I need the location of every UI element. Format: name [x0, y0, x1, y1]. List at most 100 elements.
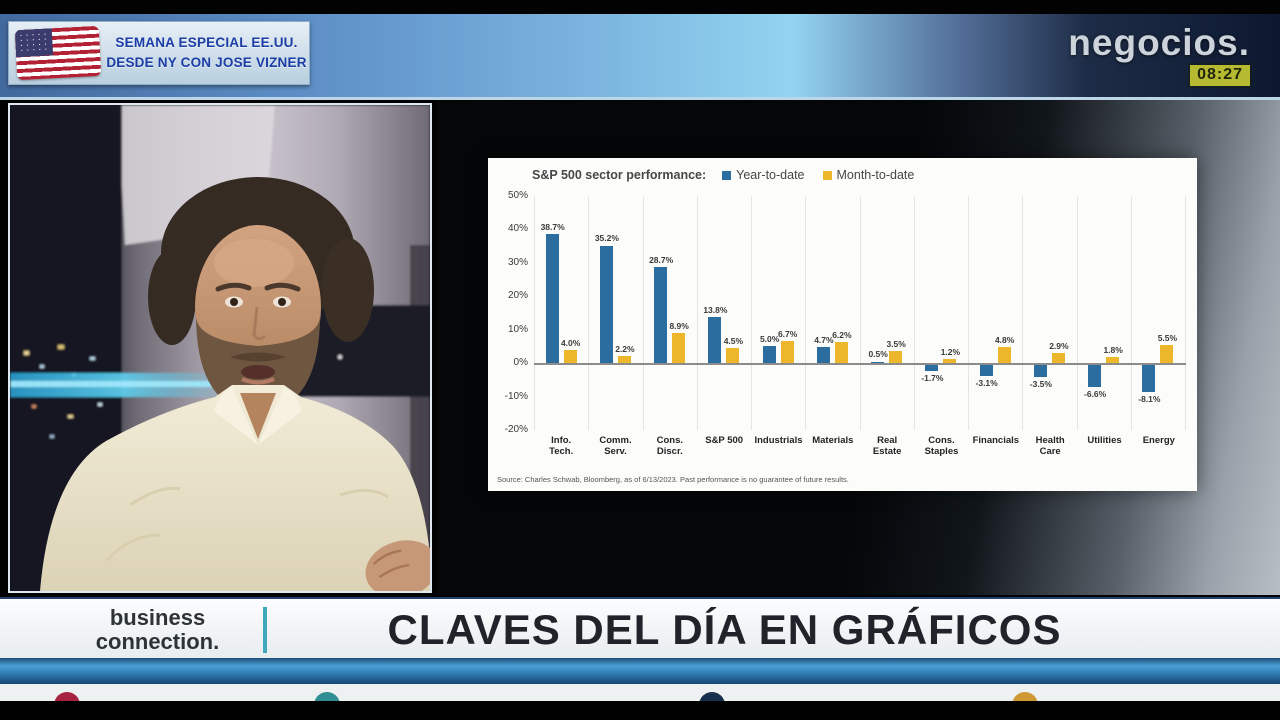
value-label: 5.5% [1157, 332, 1178, 343]
ytd-bar [1033, 365, 1047, 377]
value-label: -6.6% [1084, 389, 1107, 400]
ytick-label: 10% [507, 323, 528, 335]
ytd-bar [925, 365, 939, 371]
mtd-bar [617, 355, 631, 364]
mtd-bar [997, 347, 1011, 364]
ticker-dot-icon [1012, 692, 1038, 701]
value-label: 2.2% [615, 343, 635, 354]
value-label: 8.9% [669, 321, 689, 332]
ticker-dot-icon [54, 692, 80, 701]
ytd-bar [816, 347, 830, 364]
legend-item: Year-to-date [722, 168, 805, 182]
y-axis: 50% 40% 30% 20% 10% 0% -10% -20% [492, 158, 528, 491]
chart-header: S&P 500 sector performance: Year-to-date… [532, 168, 914, 182]
chart-card: S&P 500 sector performance: Year-to-date… [488, 158, 1197, 491]
value-label: 28.7% [649, 255, 674, 266]
headline: CLAVES DEL DÍA EN GRÁFICOS [387, 605, 1062, 653]
clock-badge: 08:27 [1190, 65, 1250, 86]
program-badge: SEMANA ESPECIAL EE.UU. DESDE NY CON JOSE… [8, 21, 310, 85]
bar-group: 5.0% 6.7% [751, 196, 805, 430]
ticker-dot-icon [314, 692, 340, 701]
value-label: 4.8% [994, 335, 1015, 346]
bottom-letterbox [0, 701, 1280, 720]
mtd-bar [726, 348, 740, 364]
banner-separator [263, 606, 267, 653]
program-badge-text: SEMANA ESPECIAL EE.UU. DESDE NY CON JOSE… [104, 33, 309, 74]
ytd-bar [1142, 365, 1156, 393]
legend-item: Month-to-date [822, 168, 915, 182]
mtd-bar [889, 351, 903, 364]
bar-group: -3.1% 4.8% [968, 196, 1022, 430]
bar-group: 38.7% 4.0% [534, 196, 588, 430]
ytick-label: 50% [507, 190, 528, 201]
value-label: 35.2% [594, 233, 619, 244]
value-label: -3.1% [975, 377, 998, 388]
top-banner: SEMANA ESPECIAL EE.UU. DESDE NY CON JOSE… [0, 14, 1280, 100]
value-label: 0.5% [868, 349, 888, 360]
ytick-label: -10% [504, 390, 528, 402]
category-label: Industrials [754, 435, 803, 446]
mtd-bar [563, 349, 577, 364]
bar-group: 28.7% 8.9% [642, 196, 697, 430]
ytd-bar [762, 346, 776, 364]
value-label: 4.0% [560, 337, 581, 348]
category-label: Health Care [1035, 435, 1065, 457]
ytd-bar [979, 365, 993, 376]
value-label: 3.5% [886, 339, 906, 350]
mtd-bar [943, 359, 957, 364]
channel-logo: negocios. [1068, 22, 1250, 63]
brand-line2: connection. [95, 628, 220, 654]
value-label: 1.8% [1103, 345, 1123, 356]
legend-label: Year-to-date [736, 168, 805, 182]
value-label: -1.7% [921, 372, 944, 383]
category-label: Utilities [1087, 435, 1122, 446]
value-label: 38.7% [540, 221, 565, 232]
channel-block: negocios. 08:27 [1068, 22, 1250, 86]
category-axis: Info. Tech. Comm. Serv. Cons. Discr. S&P 500 In… [488, 158, 1197, 491]
value-label: 6.7% [777, 328, 798, 339]
category-label: Comm. Serv. [599, 435, 632, 457]
mtd-bar [1106, 357, 1120, 364]
speaker-illustration [10, 105, 430, 591]
value-label: -3.5% [1029, 378, 1052, 389]
mtd-bar [780, 340, 794, 364]
mtd-bar [672, 333, 686, 364]
value-label: 13.8% [703, 305, 728, 316]
category-label: Real Estate [872, 435, 902, 457]
bar-group: -3.5% 2.9% [1022, 196, 1076, 430]
category-label: Cons. Staples [924, 435, 959, 457]
legend-swatch-icon [822, 170, 832, 180]
value-label: 6.2% [832, 330, 852, 341]
mtd-bar [834, 342, 848, 364]
ytd-bar [1088, 365, 1102, 388]
mtd-bar [1160, 344, 1174, 364]
ytd-bar [654, 267, 668, 364]
ytick-label: 40% [507, 223, 528, 235]
mtd-bar [1051, 353, 1065, 364]
chart-title: S&P 500 sector performance: [532, 168, 707, 182]
value-label: 5.0% [759, 334, 780, 345]
bar-group: -6.6% 1.8% [1076, 196, 1131, 430]
category-label: S&P 500 [705, 435, 744, 446]
speaker-hand [365, 540, 430, 591]
brand-line1: business [109, 604, 206, 630]
blue-strip [0, 658, 1280, 684]
badge-line1: SEMANA ESPECIAL EE.UU. [115, 34, 298, 50]
ticker-strip [0, 684, 1280, 701]
category-label: Info. Tech. [549, 435, 574, 457]
legend-label: Month-to-date [836, 168, 915, 182]
source-note: Source: Charles Schwab, Bloomberg, as of… [497, 475, 849, 484]
value-label: 4.5% [723, 336, 744, 347]
ytick-label: -20% [504, 424, 528, 435]
ytd-bar [708, 317, 722, 364]
ytd-bar [545, 233, 559, 364]
bar-group: -8.1% 5.5% [1130, 196, 1186, 430]
badge-line2: DESDE NY CON JOSE VIZNER [106, 55, 307, 70]
bar-group: -1.7% 1.2% [913, 196, 968, 430]
us-flag-icon [14, 25, 102, 81]
lower-third-banner: business connection. CLAVES DEL DÍA EN G… [0, 597, 1280, 660]
chart-area: S&P 500 sector performance: Year-to-date… [437, 100, 1280, 595]
value-label: 2.9% [1049, 341, 1069, 352]
ytd-bar [599, 245, 613, 364]
